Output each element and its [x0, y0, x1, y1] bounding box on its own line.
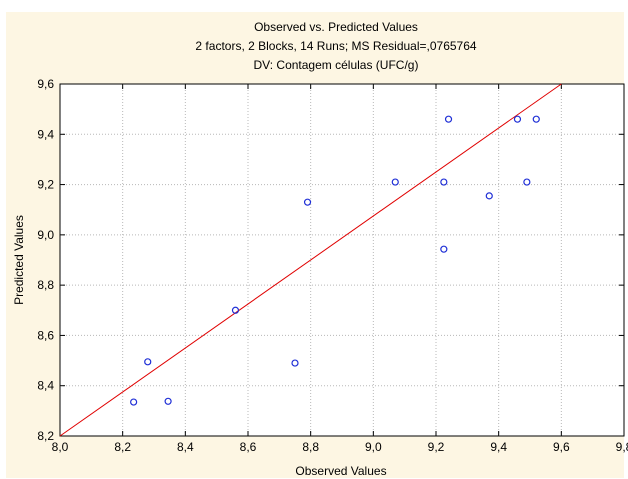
y-tick-label: 8,8 — [37, 278, 54, 292]
y-tick-label: 8,2 — [37, 429, 54, 443]
data-point — [513, 115, 522, 123]
data-point — [523, 178, 531, 186]
chart-title-line-1: Observed vs. Predicted Values — [254, 20, 418, 34]
data-points — [130, 115, 540, 406]
data-point — [440, 245, 448, 253]
x-tick-label: 9,4 — [490, 440, 507, 454]
x-tick-label: 8,2 — [114, 440, 131, 454]
y-axis-label: Predicted Values — [12, 215, 26, 305]
y-axis-ticks: 8,2 8,4 8,6 8,8 9,0 9,2 9,4 9,6 — [37, 77, 624, 443]
grid-lines — [60, 84, 624, 436]
x-axis-ticks: 8,0 8,2 8,4 8,6 8,8 9,0 9,2 9,4 9,6 9,8 — [52, 84, 628, 454]
x-tick-label: 8,8 — [302, 440, 319, 454]
chart-title-line-2: 2 factors, 2 Blocks, 14 Runs; MS Residua… — [195, 39, 476, 53]
y-tick-label: 9,6 — [37, 77, 54, 91]
x-axis-label: Observed Values — [295, 464, 386, 478]
x-tick-label: 9,2 — [428, 440, 445, 454]
x-tick-label: 9,8 — [616, 440, 628, 454]
data-point — [532, 115, 540, 123]
y-tick-label: 9,4 — [37, 127, 54, 141]
x-tick-label: 8,0 — [52, 440, 69, 454]
x-tick-label: 9,6 — [553, 440, 570, 454]
data-point — [130, 398, 138, 406]
data-point — [391, 178, 399, 186]
y-tick-label: 9,2 — [37, 178, 54, 192]
data-point — [485, 192, 493, 200]
y-tick-label: 8,4 — [37, 379, 54, 393]
data-point — [231, 306, 240, 314]
y-tick-label: 9,0 — [37, 228, 54, 242]
chart-title-line-3: DV: Contagem células (UFC/g) — [254, 58, 419, 72]
data-point — [444, 115, 453, 123]
fit-line-group — [59, 83, 562, 437]
x-tick-label: 9,0 — [365, 440, 382, 454]
data-point — [303, 198, 312, 206]
plot-area — [59, 83, 625, 437]
data-point — [144, 358, 152, 366]
data-point — [164, 397, 172, 405]
x-tick-label: 8,4 — [177, 440, 194, 454]
data-point — [291, 359, 299, 367]
x-tick-label: 8,6 — [240, 440, 257, 454]
data-point — [440, 178, 448, 186]
fit-line — [59, 83, 562, 437]
y-tick-label: 8,6 — [37, 328, 54, 342]
